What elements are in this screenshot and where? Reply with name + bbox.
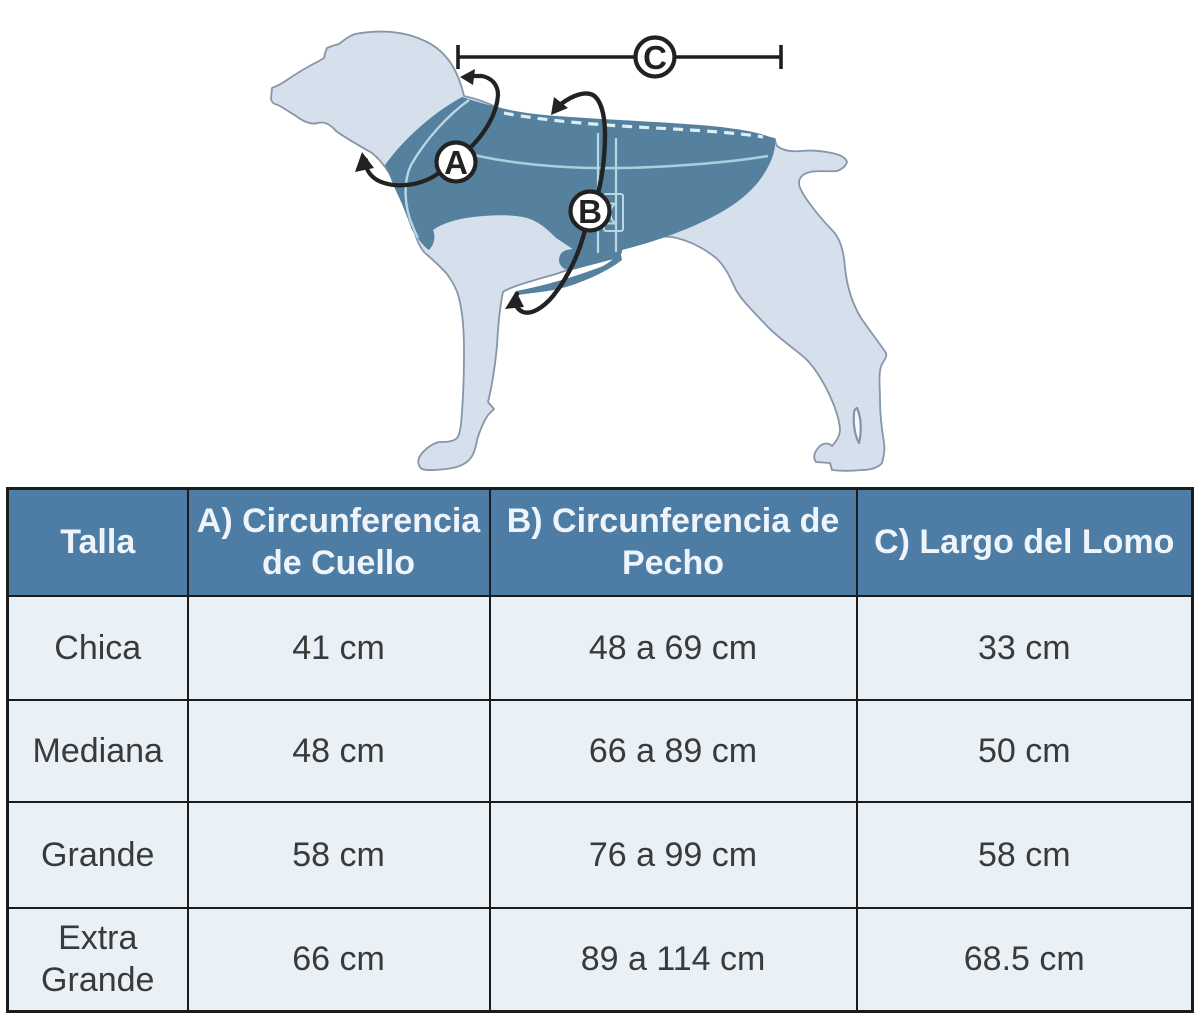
svg-text:B: B [578, 193, 602, 230]
svg-text:C: C [643, 39, 667, 76]
svg-text:A: A [444, 144, 468, 181]
